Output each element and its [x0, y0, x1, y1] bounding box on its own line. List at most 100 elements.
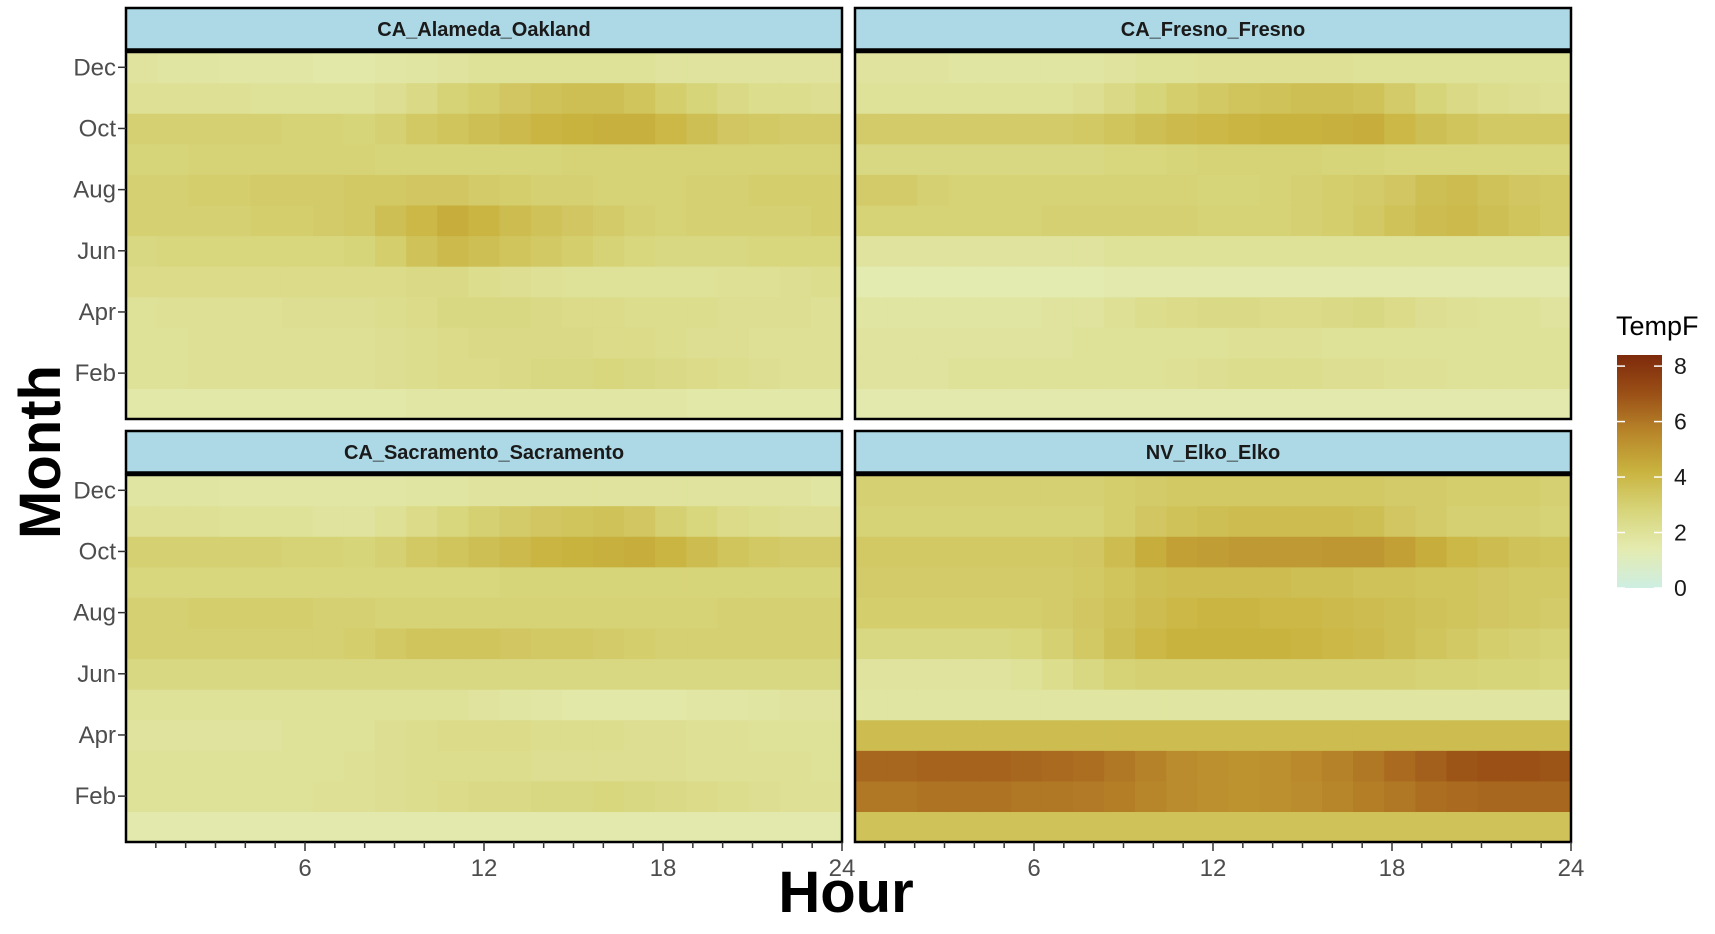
heatmap-cell	[1041, 475, 1074, 507]
heatmap-cell	[1539, 52, 1572, 84]
heatmap-cell	[624, 658, 656, 690]
heatmap-cell	[855, 780, 887, 813]
heatmap-cell	[499, 750, 532, 782]
heatmap-cell	[1041, 719, 1074, 751]
heatmap-cell	[1135, 475, 1167, 507]
heatmap-cell	[312, 357, 345, 390]
heatmap-cell	[686, 388, 719, 420]
heatmap-cell	[1259, 235, 1292, 267]
heatmap-cell	[1259, 689, 1292, 721]
heatmap-cell	[717, 204, 750, 237]
heatmap-cell	[655, 689, 687, 721]
heatmap-cell	[1010, 811, 1043, 843]
heatmap-cell	[1353, 627, 1385, 660]
heatmap-cell	[1321, 719, 1354, 751]
heatmap-cell	[375, 388, 407, 420]
heatmap-cell	[592, 536, 625, 568]
heatmap-cell	[948, 719, 981, 751]
heatmap-cell	[855, 388, 887, 420]
heatmap-cell	[1135, 143, 1167, 175]
heatmap-cell	[1259, 566, 1292, 598]
heatmap-cell	[748, 658, 781, 690]
heatmap-cell	[312, 174, 345, 206]
heatmap-cell	[1166, 536, 1199, 568]
x-tick-label: 18	[1379, 855, 1406, 882]
heatmap-cell	[1010, 719, 1043, 751]
heatmap-cell	[1539, 113, 1572, 145]
heatmap-cell	[979, 719, 1012, 751]
heatmap-cell	[717, 597, 750, 629]
heatmap-cell	[1290, 689, 1323, 721]
panel-border	[853, 50, 1573, 421]
heatmap-cell	[1353, 52, 1385, 84]
heatmap-cell	[281, 719, 314, 751]
heatmap-cell	[655, 811, 687, 843]
heatmap-cell	[468, 719, 501, 751]
heatmap-cell	[748, 143, 781, 175]
heatmap-cell	[219, 658, 252, 690]
heatmap-cell	[281, 811, 314, 843]
heatmap-cell	[219, 357, 252, 390]
heatmap-cell	[312, 597, 345, 629]
heatmap-cell	[592, 780, 625, 813]
heatmap-cell	[1446, 597, 1479, 629]
heatmap-cell	[157, 266, 189, 298]
heatmap-cell	[1353, 719, 1385, 751]
heatmap-cell	[530, 113, 563, 145]
heatmap-cell	[219, 266, 252, 298]
heatmap-cell	[1072, 357, 1105, 390]
heatmap-cell	[748, 719, 781, 751]
heatmap-cell	[979, 113, 1012, 145]
heatmap-cell	[126, 388, 158, 420]
heatmap-cell	[886, 113, 918, 145]
heatmap-cell	[375, 174, 407, 206]
heatmap-cell	[717, 235, 750, 267]
heatmap-cell	[1104, 658, 1136, 690]
heatmap-cell	[157, 475, 189, 507]
heatmap-cell	[1010, 780, 1043, 813]
legend-tick-label: 4	[1674, 464, 1687, 490]
heatmap-cell	[1353, 780, 1385, 813]
heatmap-cell	[1508, 719, 1541, 751]
heatmap-cell	[530, 627, 563, 660]
heatmap-cell	[717, 82, 750, 114]
heatmap-cell	[1477, 113, 1510, 145]
heatmap-cell	[1539, 296, 1572, 328]
heatmap-cell	[748, 357, 781, 390]
heatmap-cell	[1197, 266, 1230, 298]
heatmap-cell	[1072, 235, 1105, 267]
heatmap-cell	[655, 327, 687, 359]
heatmap-cell	[717, 266, 750, 298]
heatmap-cell	[979, 388, 1012, 420]
heatmap-cell	[375, 780, 407, 813]
heatmap-cell	[437, 689, 470, 721]
heatmap-cell	[655, 719, 687, 751]
legend-tick-label: 6	[1674, 409, 1687, 435]
heatmap-cell	[855, 143, 887, 175]
heatmap-cell	[1041, 266, 1074, 298]
y-tick-label: Feb	[75, 783, 116, 810]
heatmap-cell	[281, 566, 314, 598]
heatmap-cell	[1446, 174, 1479, 206]
heatmap-cell	[1197, 174, 1230, 206]
heatmap-cell	[1135, 388, 1167, 420]
heatmap-cell	[1290, 266, 1323, 298]
heatmap-cell	[1539, 719, 1572, 751]
heatmap-cell	[948, 82, 981, 114]
heatmap-cell	[437, 388, 470, 420]
heatmap-cell	[1446, 750, 1479, 782]
heatmap-cell	[375, 52, 407, 84]
heatmap-cell	[157, 174, 189, 206]
heatmap-cell	[499, 811, 532, 843]
heatmap-cell	[748, 113, 781, 145]
heatmap-cell	[530, 357, 563, 390]
heatmap-cell	[1228, 82, 1261, 114]
heatmap-cell	[406, 388, 438, 420]
heatmap-cell	[748, 327, 781, 359]
heatmap-cell	[561, 750, 594, 782]
heatmap-cell	[1477, 174, 1510, 206]
heatmap-cell	[1539, 658, 1572, 690]
heatmap-cell	[1197, 82, 1230, 114]
heatmap-cell	[917, 719, 949, 751]
